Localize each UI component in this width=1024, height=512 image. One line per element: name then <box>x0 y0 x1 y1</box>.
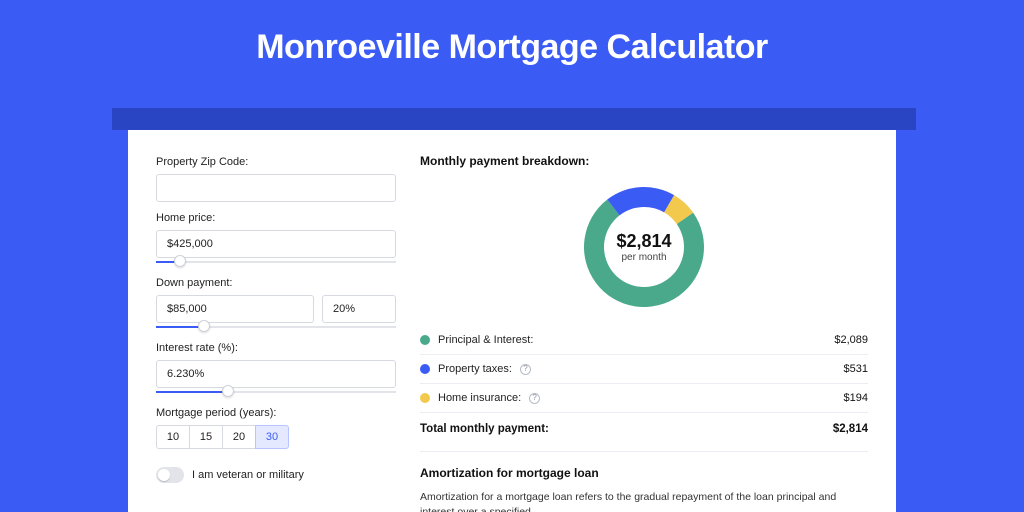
home-price-input[interactable] <box>156 230 396 258</box>
period-option-20[interactable]: 20 <box>222 425 256 449</box>
form-column: Property Zip Code: Home price: Down paym… <box>156 154 396 512</box>
down-payment-pct-input[interactable] <box>322 295 396 323</box>
slider-thumb[interactable] <box>174 255 186 267</box>
donut-center: $2,814 per month <box>579 182 709 312</box>
total-value: $2,814 <box>833 423 868 435</box>
legend-label: Property taxes: <box>438 363 512 375</box>
legend-row: Home insurance:? $194 <box>420 383 868 412</box>
legend: Principal & Interest: $2,089 Property taxe… <box>420 326 868 412</box>
legend-swatch <box>420 364 430 374</box>
down-payment-slider[interactable] <box>156 322 396 332</box>
veteran-row: I am veteran or military <box>156 467 396 483</box>
zip-input[interactable] <box>156 174 396 202</box>
donut-center-value: $2,814 <box>616 231 671 252</box>
legend-swatch <box>420 393 430 403</box>
veteran-toggle[interactable] <box>156 467 184 483</box>
home-price-label: Home price: <box>156 212 396 224</box>
legend-value: $531 <box>844 363 868 375</box>
calculator-panel: Property Zip Code: Home price: Down paym… <box>128 130 896 512</box>
down-payment-input[interactable] <box>156 295 314 323</box>
page-root: Monroeville Mortgage Calculator Property… <box>0 0 1024 512</box>
page-title: Monroeville Mortgage Calculator <box>0 0 1024 67</box>
amortization-text: Amortization for a mortgage loan refers … <box>420 490 868 512</box>
amortization-title: Amortization for mortgage loan <box>420 466 868 480</box>
slider-thumb[interactable] <box>222 385 234 397</box>
breakdown-title: Monthly payment breakdown: <box>420 154 868 168</box>
legend-left: Home insurance:? <box>420 392 540 404</box>
interest-input[interactable] <box>156 360 396 388</box>
total-label: Total monthly payment: <box>420 423 549 435</box>
donut-chart: $2,814 per month <box>579 182 709 312</box>
down-payment-label: Down payment: <box>156 277 396 289</box>
home-price-slider[interactable] <box>156 257 396 267</box>
slider-thumb[interactable] <box>198 320 210 332</box>
donut-area: $2,814 per month <box>420 176 868 326</box>
zip-label: Property Zip Code: <box>156 156 396 168</box>
slider-track <box>156 261 396 263</box>
slider-fill <box>156 391 228 393</box>
interest-slider[interactable] <box>156 387 396 397</box>
down-payment-row <box>156 295 396 323</box>
toggle-knob <box>158 469 170 481</box>
help-icon[interactable]: ? <box>529 393 540 404</box>
legend-row: Property taxes:? $531 <box>420 354 868 383</box>
period-option-15[interactable]: 15 <box>189 425 223 449</box>
legend-value: $194 <box>844 392 868 404</box>
period-option-30[interactable]: 30 <box>255 425 289 449</box>
breakdown-column: Monthly payment breakdown: $2,814 per mo… <box>420 154 868 512</box>
legend-label: Home insurance: <box>438 392 521 404</box>
donut-center-sub: per month <box>621 252 666 263</box>
amortization-section: Amortization for mortgage loan Amortizat… <box>420 451 868 512</box>
period-option-10[interactable]: 10 <box>156 425 190 449</box>
legend-row: Principal & Interest: $2,089 <box>420 326 868 354</box>
period-label: Mortgage period (years): <box>156 407 396 419</box>
help-icon[interactable]: ? <box>520 364 531 375</box>
legend-value: $2,089 <box>834 334 868 346</box>
legend-label: Principal & Interest: <box>438 334 533 346</box>
total-row: Total monthly payment: $2,814 <box>420 412 868 445</box>
header-stripe <box>112 108 916 130</box>
slider-fill <box>156 326 204 328</box>
interest-label: Interest rate (%): <box>156 342 396 354</box>
legend-left: Principal & Interest: <box>420 334 533 346</box>
legend-swatch <box>420 335 430 345</box>
veteran-label: I am veteran or military <box>192 469 304 481</box>
period-group: 10152030 <box>156 425 396 449</box>
legend-left: Property taxes:? <box>420 363 531 375</box>
